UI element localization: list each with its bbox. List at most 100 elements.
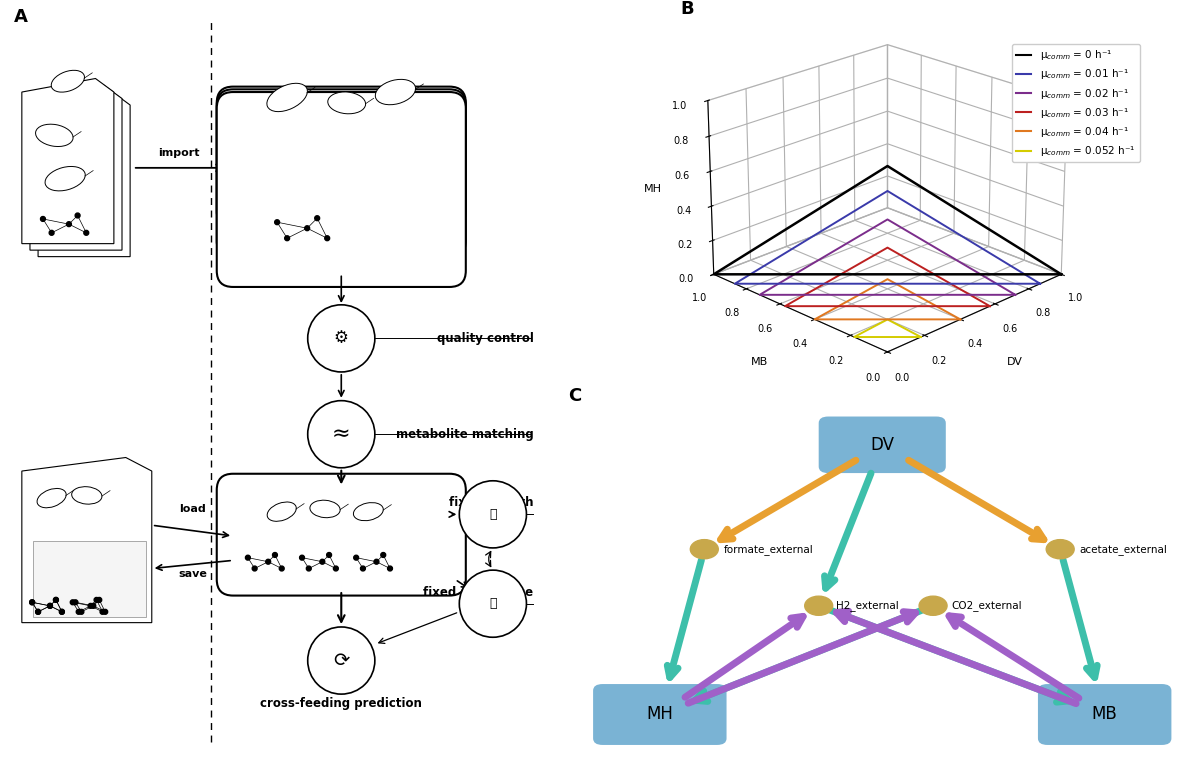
Legend: μ$_{comm}$ = 0 h⁻¹, μ$_{comm}$ = 0.01 h⁻¹, μ$_{comm}$ = 0.02 h⁻¹, μ$_{comm}$ = 0: μ$_{comm}$ = 0 h⁻¹, μ$_{comm}$ = 0.01 h⁻… bbox=[1012, 44, 1140, 162]
Text: save: save bbox=[178, 568, 206, 578]
Circle shape bbox=[97, 597, 102, 603]
Circle shape bbox=[265, 559, 271, 564]
Text: 🔒: 🔒 bbox=[490, 508, 497, 521]
Circle shape bbox=[48, 603, 53, 608]
Circle shape bbox=[36, 609, 41, 614]
FancyBboxPatch shape bbox=[818, 416, 946, 473]
Circle shape bbox=[280, 566, 284, 571]
Circle shape bbox=[60, 609, 65, 614]
Text: A: A bbox=[13, 8, 28, 26]
Text: ⚙: ⚙ bbox=[334, 330, 349, 347]
Circle shape bbox=[54, 597, 59, 603]
Circle shape bbox=[77, 609, 82, 614]
Polygon shape bbox=[22, 458, 151, 622]
Text: MH: MH bbox=[647, 706, 673, 723]
Ellipse shape bbox=[37, 488, 66, 508]
Circle shape bbox=[305, 226, 310, 230]
Text: quality control: quality control bbox=[437, 332, 534, 345]
Text: C: C bbox=[568, 387, 581, 406]
Ellipse shape bbox=[376, 80, 415, 105]
Circle shape bbox=[30, 600, 35, 605]
Circle shape bbox=[307, 627, 374, 694]
Text: load: load bbox=[179, 503, 205, 514]
Circle shape bbox=[73, 600, 78, 605]
Text: cross-feeding prediction: cross-feeding prediction bbox=[260, 697, 422, 709]
Polygon shape bbox=[38, 92, 130, 257]
Ellipse shape bbox=[354, 503, 383, 521]
Circle shape bbox=[30, 600, 35, 605]
Text: H2_external: H2_external bbox=[836, 600, 899, 611]
Ellipse shape bbox=[328, 92, 366, 114]
Circle shape bbox=[84, 230, 89, 235]
Circle shape bbox=[1046, 540, 1074, 559]
Ellipse shape bbox=[52, 70, 84, 92]
Circle shape bbox=[71, 600, 76, 605]
Circle shape bbox=[103, 609, 108, 614]
Circle shape bbox=[91, 603, 96, 608]
Text: CO2_external: CO2_external bbox=[950, 600, 1021, 611]
FancyBboxPatch shape bbox=[593, 684, 726, 745]
Ellipse shape bbox=[36, 124, 73, 146]
Circle shape bbox=[460, 570, 527, 637]
Text: ≈: ≈ bbox=[332, 424, 350, 444]
Circle shape bbox=[306, 566, 311, 571]
Circle shape bbox=[252, 566, 257, 571]
Ellipse shape bbox=[268, 502, 296, 522]
Text: import: import bbox=[158, 148, 199, 158]
Text: formate_external: formate_external bbox=[724, 543, 814, 555]
Circle shape bbox=[79, 609, 84, 614]
Circle shape bbox=[76, 213, 80, 218]
Text: acetate_external: acetate_external bbox=[1079, 543, 1168, 555]
Circle shape bbox=[284, 236, 289, 241]
Ellipse shape bbox=[310, 500, 340, 518]
Circle shape bbox=[100, 609, 104, 614]
Text: metabolite matching: metabolite matching bbox=[396, 428, 534, 440]
Text: DV: DV bbox=[870, 436, 894, 454]
Circle shape bbox=[272, 553, 277, 557]
FancyBboxPatch shape bbox=[217, 92, 466, 287]
Ellipse shape bbox=[46, 167, 85, 191]
Text: ⟳: ⟳ bbox=[334, 651, 349, 670]
Circle shape bbox=[60, 609, 65, 614]
Circle shape bbox=[326, 553, 331, 557]
FancyBboxPatch shape bbox=[217, 474, 466, 596]
Circle shape bbox=[354, 555, 359, 560]
Polygon shape bbox=[30, 85, 122, 250]
Circle shape bbox=[66, 222, 71, 227]
Circle shape bbox=[307, 305, 374, 372]
Circle shape bbox=[307, 401, 374, 468]
Circle shape bbox=[690, 540, 719, 559]
Text: MB: MB bbox=[1092, 706, 1117, 723]
Bar bbox=[32, 541, 146, 617]
Circle shape bbox=[49, 230, 54, 235]
Polygon shape bbox=[22, 79, 114, 243]
Circle shape bbox=[36, 609, 41, 614]
Text: B: B bbox=[680, 0, 694, 18]
Circle shape bbox=[325, 236, 330, 241]
Circle shape bbox=[94, 597, 98, 603]
FancyBboxPatch shape bbox=[1038, 684, 1171, 745]
Circle shape bbox=[41, 217, 46, 221]
Circle shape bbox=[300, 555, 305, 560]
Circle shape bbox=[360, 566, 365, 571]
Circle shape bbox=[380, 553, 385, 557]
Text: fixed abundance: fixed abundance bbox=[424, 586, 534, 599]
Circle shape bbox=[388, 566, 392, 571]
Circle shape bbox=[334, 566, 338, 571]
Circle shape bbox=[919, 597, 947, 615]
FancyBboxPatch shape bbox=[217, 89, 466, 257]
Text: fixed growth: fixed growth bbox=[449, 496, 534, 509]
Ellipse shape bbox=[72, 487, 102, 504]
Circle shape bbox=[320, 559, 325, 564]
Circle shape bbox=[54, 597, 59, 603]
Y-axis label: MB: MB bbox=[751, 357, 769, 367]
Ellipse shape bbox=[266, 83, 307, 111]
Circle shape bbox=[374, 559, 379, 564]
X-axis label: DV: DV bbox=[1007, 357, 1022, 367]
Circle shape bbox=[275, 220, 280, 224]
Circle shape bbox=[314, 216, 319, 221]
Circle shape bbox=[805, 597, 833, 615]
FancyBboxPatch shape bbox=[217, 86, 466, 227]
Circle shape bbox=[460, 481, 527, 548]
Circle shape bbox=[246, 555, 251, 560]
